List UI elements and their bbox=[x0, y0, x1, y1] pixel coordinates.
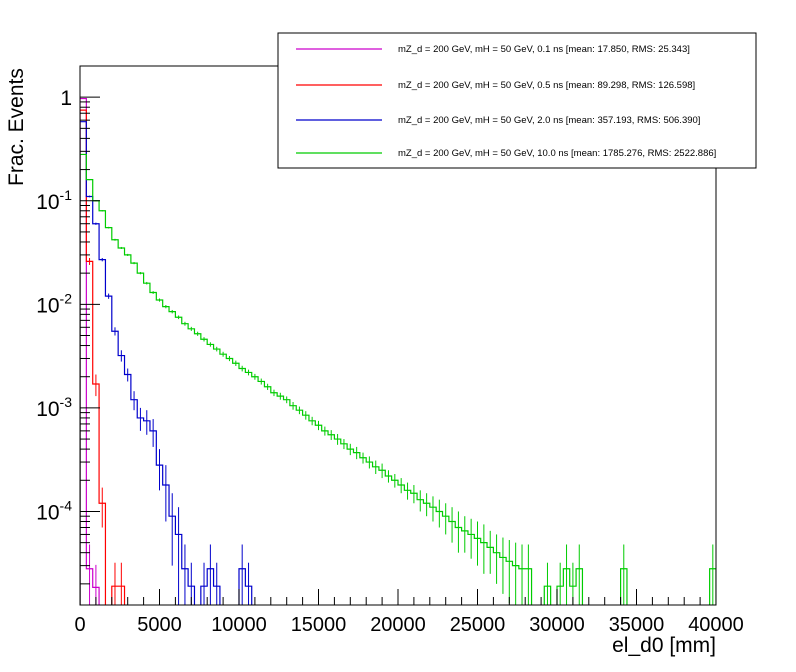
x-tick-label: 40000 bbox=[688, 614, 744, 636]
series-step-line bbox=[80, 153, 716, 605]
x-tick-label: 5000 bbox=[137, 614, 182, 636]
x-tick-label: 15000 bbox=[291, 614, 347, 636]
series-step-line bbox=[80, 97, 100, 605]
y-axis-label: Frac. Events bbox=[5, 68, 28, 186]
series-layer bbox=[80, 97, 716, 605]
y-tick-label: 10-2 bbox=[36, 290, 72, 317]
x-tick-label: 35000 bbox=[609, 614, 665, 636]
x-tick-label: 20000 bbox=[370, 614, 426, 636]
x-tick-label: 30000 bbox=[529, 614, 585, 636]
legend-label: mZ_d = 200 GeV, mH = 50 GeV, 0.5 ns [mea… bbox=[398, 80, 695, 91]
x-axis-label: el_d0 [mm] bbox=[612, 634, 716, 657]
x-tick-label: 25000 bbox=[450, 614, 506, 636]
x-tick-label: 0 bbox=[74, 614, 85, 636]
legend-label: mZ_d = 200 GeV, mH = 50 GeV, 2.0 ns [mea… bbox=[398, 115, 700, 126]
legend: mZ_d = 200 GeV, mH = 50 GeV, 0.1 ns [mea… bbox=[277, 32, 757, 169]
legend-label: mZ_d = 200 GeV, mH = 50 GeV, 10.0 ns [me… bbox=[398, 148, 716, 159]
legend-box bbox=[277, 32, 757, 169]
y-tick-label: 10-1 bbox=[36, 187, 72, 214]
x-tick-label: 10000 bbox=[211, 614, 267, 636]
y-tick-label: 10-3 bbox=[36, 394, 72, 421]
series-3 bbox=[80, 153, 716, 605]
axis-layer: 0 5000 10000 15000 20000 25000 30000 35000 40000… bbox=[36, 65, 744, 636]
legend-label: mZ_d = 200 GeV, mH = 50 GeV, 0.1 ns [mea… bbox=[398, 44, 690, 55]
y-tick-label: 1 bbox=[60, 87, 72, 110]
y-tick-label: 10-4 bbox=[36, 497, 72, 524]
series-step-line bbox=[80, 121, 253, 605]
